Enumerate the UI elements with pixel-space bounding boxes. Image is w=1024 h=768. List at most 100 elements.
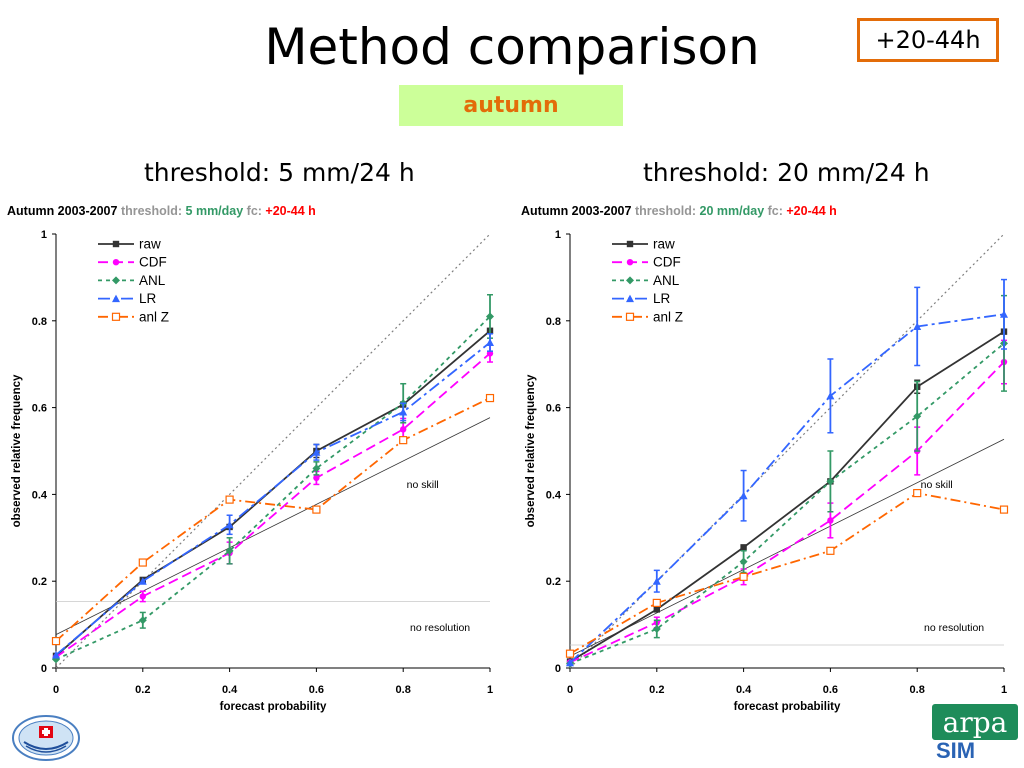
legend-marker: [626, 240, 634, 248]
data-point: [312, 448, 321, 456]
series-line: [569, 342, 1005, 665]
y-tick-label: 0: [41, 663, 47, 675]
legend-marker: [626, 294, 634, 303]
data-point: [51, 636, 61, 646]
y-tick-label: 0: [555, 663, 561, 675]
season-label: autumn: [399, 85, 623, 126]
x-axis-label: forecast probability: [734, 701, 841, 713]
series-line: [55, 330, 491, 657]
no-resolution-annotation: no resolution: [410, 622, 470, 634]
y-tick-label: 0.6: [32, 403, 47, 415]
reliability-chart-right: Autumn 2003-2007 threshold: 20 mm/day fc…: [521, 204, 1009, 713]
perfect-reliability-line: [569, 233, 1005, 669]
legend-label: CDF: [653, 255, 681, 270]
title-threshold-label: threshold:: [121, 204, 186, 218]
data-point: [740, 544, 747, 551]
series-lr: [566, 278, 1008, 667]
data-point: [826, 477, 835, 486]
legend-label: anl Z: [653, 309, 683, 324]
legend-label: LR: [139, 291, 157, 306]
x-tick-label: 0.8: [396, 684, 411, 696]
data-point: [1000, 310, 1008, 318]
data-point: [486, 312, 494, 321]
data-point: [739, 572, 748, 581]
series-line: [55, 397, 491, 642]
series-line: [569, 361, 1005, 664]
series-line: [55, 341, 491, 656]
data-point: [739, 491, 748, 500]
x-tick-label: 0.2: [649, 684, 664, 696]
reliability-chart-left: Autumn 2003-2007 threshold: 5 mm/day fc:…: [7, 204, 495, 713]
legend-label: raw: [653, 237, 675, 252]
arpa-logo-subtext: SIM: [936, 738, 975, 763]
title-fc-value: +20-44 h: [786, 204, 836, 218]
legend-label: CDF: [139, 255, 167, 270]
data-point: [138, 558, 147, 567]
title-threshold-value: 5 mm/day: [186, 204, 247, 218]
x-tick-label: 0.6: [309, 684, 324, 696]
x-tick-label: 0: [567, 684, 573, 696]
y-tick-label: 0.8: [32, 316, 47, 328]
y-tick-label: 0.6: [546, 403, 561, 415]
legend-label: LR: [653, 291, 671, 306]
series-anl-z: [565, 488, 1009, 658]
series-anl-z: [51, 393, 495, 646]
series-line: [55, 315, 491, 661]
data-point: [138, 616, 147, 625]
data-point: [652, 598, 661, 607]
data-point: [652, 624, 661, 633]
legend-marker: [112, 259, 120, 266]
chart-title: Autumn 2003-2007 threshold: 5 mm/day fc:…: [7, 204, 316, 218]
arpa-logo: arpa SIM: [932, 704, 1018, 763]
legend-marker: [112, 240, 120, 248]
title-period: Autumn 2003-2007: [521, 204, 635, 218]
data-point: [827, 517, 834, 524]
y-tick-label: 0.4: [546, 489, 562, 501]
legend-marker: [626, 276, 634, 285]
x-tick-label: 0.4: [736, 684, 752, 696]
legend-label: ANL: [653, 273, 680, 288]
data-point: [400, 426, 407, 433]
data-point: [486, 338, 494, 346]
legend-label: ANL: [139, 273, 166, 288]
data-point: [999, 505, 1009, 514]
data-point: [913, 412, 922, 421]
perfect-reliability-line: [55, 233, 491, 669]
data-point: [225, 546, 234, 555]
series-cdf: [52, 343, 494, 661]
series-line: [569, 330, 1005, 663]
series-line: [55, 352, 491, 658]
title-fc-value: +20-44 h: [265, 204, 315, 218]
y-axis-label: observed relative frequency: [525, 374, 537, 527]
data-point: [566, 658, 574, 667]
data-point: [312, 464, 321, 473]
x-tick-label: 0.8: [910, 684, 925, 696]
legend-label: anl Z: [139, 309, 169, 324]
y-tick-label: 0.8: [546, 316, 561, 328]
no-skill-annotation: no skill: [921, 479, 953, 491]
page-title: Method comparison: [264, 18, 760, 76]
series-lr: [52, 333, 494, 659]
legend-marker: [111, 312, 121, 321]
no-resolution-annotation: no resolution: [924, 622, 984, 634]
data-point: [565, 649, 575, 658]
series-line: [569, 492, 1005, 655]
data-point: [739, 557, 748, 566]
data-point: [225, 520, 234, 529]
x-tick-label: 0.2: [135, 684, 150, 696]
data-point: [313, 474, 320, 482]
data-point: [399, 436, 408, 445]
x-tick-label: 1: [1001, 684, 1007, 696]
y-axis-label: observed relative frequency: [11, 374, 23, 527]
data-point: [312, 505, 321, 514]
legend: raw CDF ANL LR anl Z: [612, 237, 683, 324]
x-tick-label: 0.4: [222, 684, 238, 696]
data-point: [652, 577, 661, 585]
x-tick-label: 1: [487, 684, 493, 696]
data-point: [139, 593, 146, 600]
x-axis-label: forecast probability: [220, 701, 327, 713]
data-point: [826, 391, 835, 400]
y-tick-label: 0.4: [32, 489, 48, 501]
series-raw: [52, 327, 494, 660]
data-point: [225, 495, 234, 504]
